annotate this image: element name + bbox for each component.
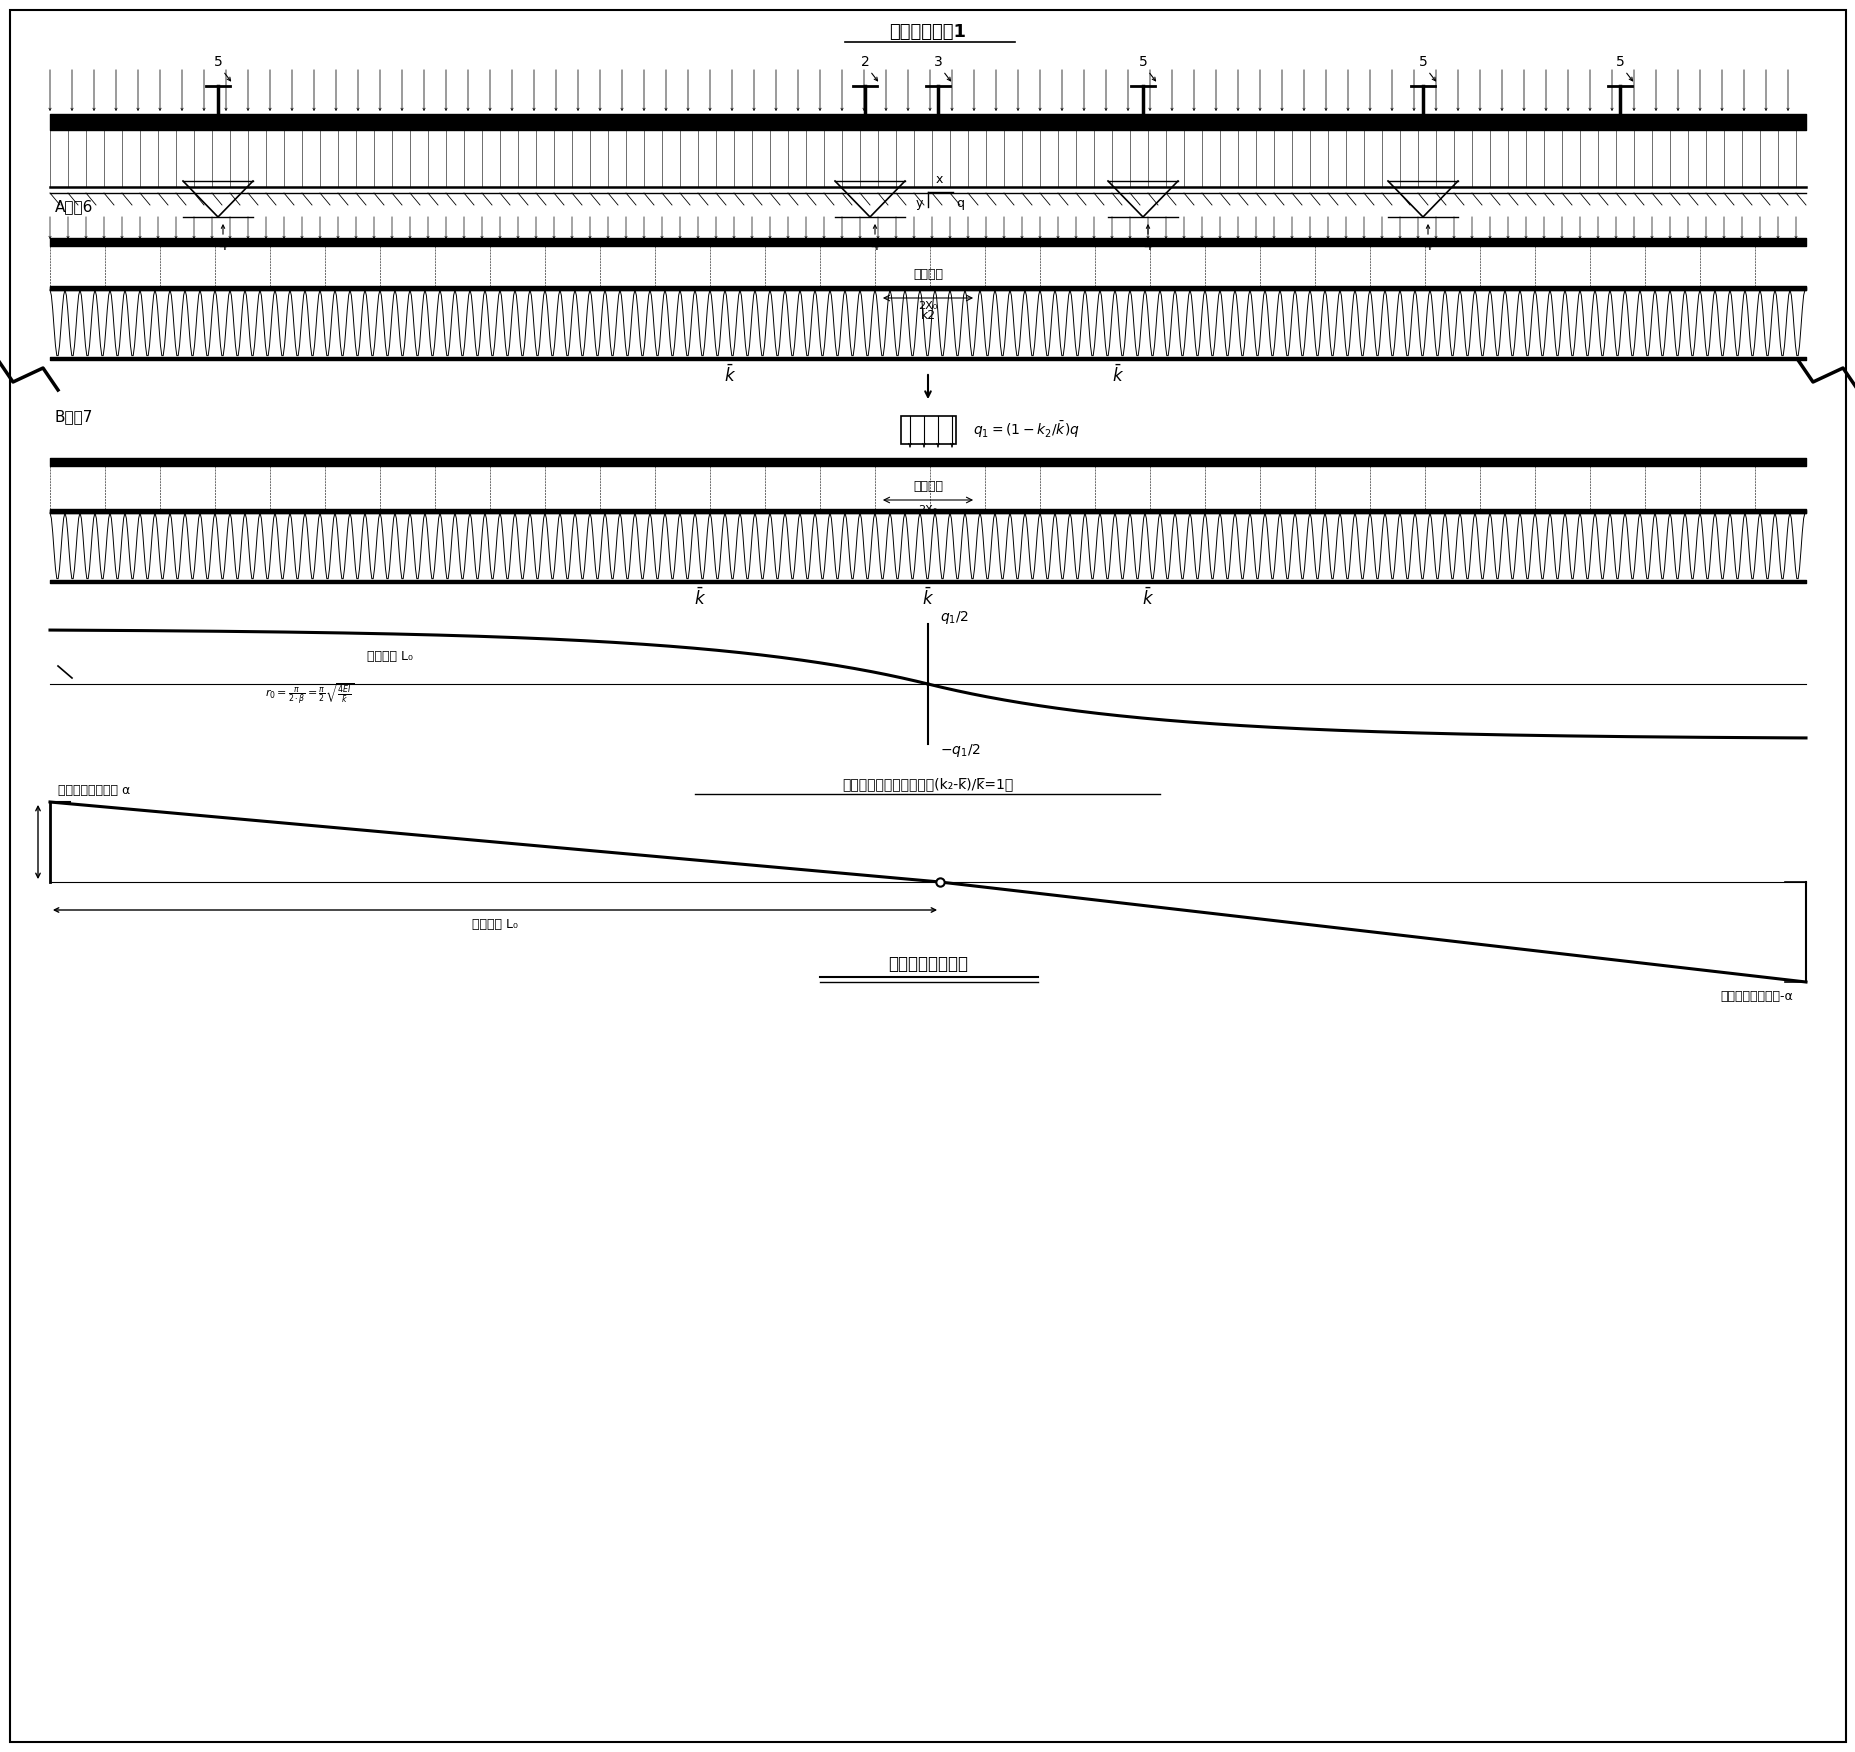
Text: $\bar{k}$: $\bar{k}$ (922, 587, 933, 608)
Text: 2X₀: 2X₀ (918, 301, 937, 312)
Text: $q_1/2$: $q_1/2$ (939, 610, 968, 625)
Text: 5: 5 (213, 54, 223, 68)
Text: 接头剪力的刚度影响线（(k₂-k̅)/k̅=1）: 接头剪力的刚度影响线（(k₂-k̅)/k̅=1） (842, 776, 1013, 790)
Text: 3: 3 (933, 54, 942, 68)
Text: 5: 5 (1614, 54, 1623, 68)
Text: 地基刚度变化比例 α: 地基刚度变化比例 α (58, 783, 130, 797)
Text: 纵向计算模型1: 纵向计算模型1 (889, 23, 966, 40)
Text: y: y (915, 198, 922, 210)
Text: k2: k2 (920, 308, 935, 322)
Text: 4: 4 (870, 238, 879, 252)
Text: q: q (955, 198, 963, 210)
Text: $-q_1/2$: $-q_1/2$ (939, 743, 979, 759)
Text: $\bar{k}$: $\bar{k}$ (723, 364, 736, 385)
Text: 地基刚度变化分布: 地基刚度变化分布 (887, 955, 968, 972)
Text: 5: 5 (1137, 54, 1146, 68)
Text: $\bar{k}$: $\bar{k}$ (694, 587, 705, 608)
Text: 5: 5 (1417, 54, 1426, 68)
Text: A模型6: A模型6 (56, 200, 93, 214)
Text: B模型7: B模型7 (56, 410, 93, 424)
Text: 地基刚度变化比例-α: 地基刚度变化比例-α (1720, 990, 1792, 1004)
Text: $r_0=\frac{\pi}{2\cdot\beta}=\frac{\pi}{2}\sqrt{\frac{4EI}{\bar{k}}}$: $r_0=\frac{\pi}{2\cdot\beta}=\frac{\pi}{… (265, 682, 354, 706)
Text: 零点长度 L₀: 零点长度 L₀ (471, 918, 518, 932)
Text: 零点长度 L₀: 零点长度 L₀ (367, 650, 412, 662)
Text: 管节结构: 管节结构 (913, 268, 942, 280)
Text: $\bar{k}$: $\bar{k}$ (1111, 364, 1124, 385)
Text: 4: 4 (1423, 238, 1432, 252)
Text: $q_1=(1-k_2/\bar{k})q$: $q_1=(1-k_2/\bar{k})q$ (972, 419, 1080, 440)
Text: 2: 2 (861, 54, 868, 68)
Text: x: x (935, 173, 942, 186)
Text: $\bar{k}$: $\bar{k}$ (1141, 587, 1154, 608)
Text: 4: 4 (219, 238, 228, 252)
Bar (900, 415, 955, 443)
Text: 4: 4 (1143, 238, 1152, 252)
Text: 2X₀: 2X₀ (918, 505, 937, 515)
Text: 管节结构: 管节结构 (913, 480, 942, 494)
